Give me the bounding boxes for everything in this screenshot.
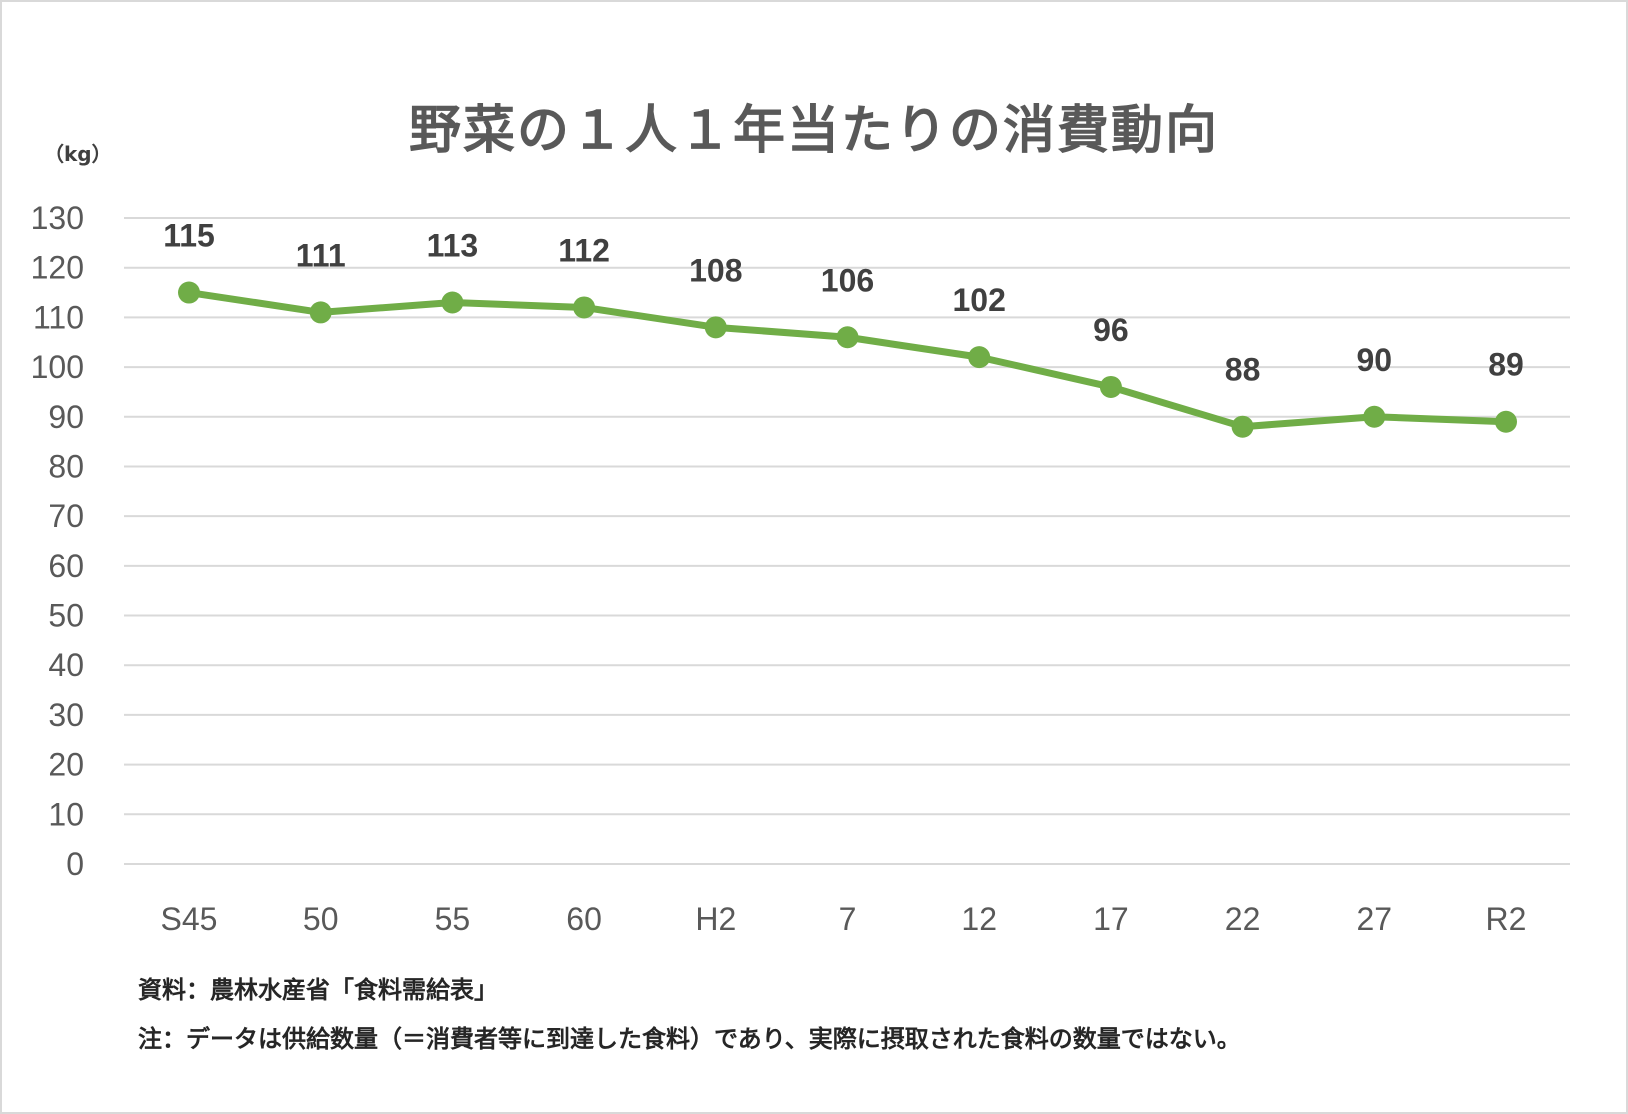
y-tick-label: 50 (48, 598, 84, 634)
x-tick-label: 7 (839, 901, 857, 937)
x-tick-label: 27 (1357, 901, 1393, 937)
x-tick-label: 22 (1225, 901, 1261, 937)
data-point (178, 281, 200, 304)
x-tick-label: R2 (1486, 901, 1527, 937)
x-tick-label: 60 (566, 901, 602, 937)
y-tick-label: 130 (31, 200, 84, 236)
data-point (441, 291, 464, 314)
data-point (573, 296, 596, 319)
x-tick-label: 55 (435, 901, 471, 937)
data-label: 88 (1225, 352, 1261, 388)
data-point (1495, 410, 1517, 433)
x-tick-label: 12 (961, 901, 997, 937)
x-tick-label: 17 (1093, 901, 1129, 937)
caveat-note: 注：データは供給数量（＝消費者等に到達した食料）であり、実際に摂取された食料の数… (138, 1025, 1241, 1053)
data-point (309, 301, 332, 324)
data-label: 89 (1488, 347, 1524, 383)
data-label: 108 (689, 252, 742, 288)
data-point (1231, 415, 1254, 438)
data-label: 112 (558, 232, 610, 268)
chart-title: 野菜の１人１年当たりの消費動向 (408, 101, 1219, 161)
y-tick-label: 110 (33, 299, 84, 335)
data-label: 106 (821, 262, 874, 298)
data-point (1363, 405, 1386, 428)
y-tick-label: 80 (48, 448, 84, 484)
data-label: 96 (1093, 312, 1129, 348)
y-tick-label: 20 (48, 747, 84, 783)
data-point (704, 316, 727, 339)
source-note: 資料：農林水産省「食料需給表」 (138, 976, 498, 1004)
y-tick-label: 90 (48, 399, 84, 435)
x-tick-label: H2 (695, 901, 736, 937)
data-label: 115 (163, 218, 215, 254)
y-tick-label: 120 (31, 250, 84, 286)
y-tick-label: 100 (31, 349, 84, 385)
data-label: 102 (953, 282, 1006, 318)
data-point (836, 326, 859, 349)
y-axis-unit-label: （kg） (44, 142, 112, 166)
y-tick-label: 70 (48, 498, 84, 534)
y-tick-label: 30 (48, 697, 84, 733)
data-label: 113 (427, 227, 479, 263)
y-tick-label: 60 (48, 548, 84, 584)
data-point (968, 346, 991, 369)
data-label: 90 (1357, 342, 1393, 378)
data-label: 111 (296, 237, 346, 273)
x-tick-label: 50 (303, 901, 339, 937)
y-tick-label: 40 (48, 647, 84, 683)
series-line (185, 289, 1510, 431)
data-point (1099, 375, 1122, 398)
y-tick-label: 0 (66, 846, 84, 882)
y-tick-label: 10 (48, 796, 84, 832)
x-tick-label: S45 (161, 901, 218, 937)
